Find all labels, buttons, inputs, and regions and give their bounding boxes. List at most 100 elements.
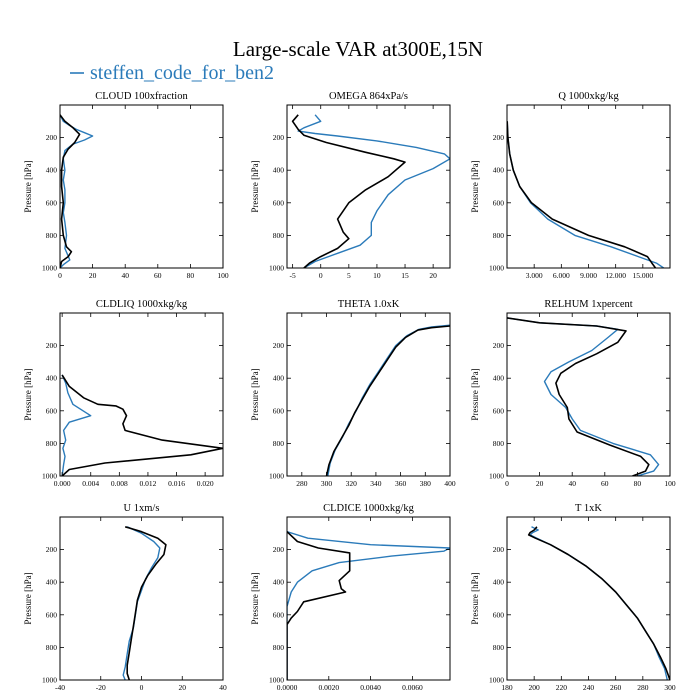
x-tick-label: 400 bbox=[444, 479, 456, 488]
panel-0: CLOUD 100xfraction Pressure [hPa] 0 20 40 60 8… bbox=[23, 91, 229, 280]
plot-frame bbox=[506, 312, 671, 477]
x-tick-label: 6.000 bbox=[553, 271, 570, 280]
x-tick-label: 0 bbox=[319, 271, 323, 280]
y-axis-label: Pressure [hPa] bbox=[250, 368, 260, 420]
series-line-1 bbox=[61, 374, 223, 476]
y-tick-label: 1000 bbox=[269, 264, 284, 273]
x-tick-label: 0 bbox=[58, 271, 62, 280]
x-tick-label: 40 bbox=[219, 683, 227, 692]
plot-frame bbox=[59, 516, 224, 681]
panel-title: RELHUM 1xpercent bbox=[544, 299, 632, 310]
y-tick-label: 800 bbox=[493, 643, 505, 652]
plot-frame bbox=[59, 312, 224, 477]
series-line-0 bbox=[297, 114, 450, 268]
panel-title: U 1xm/s bbox=[124, 503, 160, 514]
x-tick-label: 180 bbox=[501, 683, 513, 692]
legend: steffen_code_for_ben2 bbox=[70, 62, 274, 84]
y-tick-label: 400 bbox=[273, 166, 285, 175]
y-tick-label: 800 bbox=[493, 231, 505, 240]
plot-frame bbox=[286, 516, 451, 681]
x-tick-label: 80 bbox=[187, 271, 195, 280]
x-tick-label: 20 bbox=[89, 271, 97, 280]
panel-6: U 1xm/s Pressure [hPa] -40 -20 0 20 40 200 400 60… bbox=[23, 503, 227, 692]
x-tick-label: 0.016 bbox=[168, 479, 185, 488]
x-tick-label: 100 bbox=[664, 479, 676, 488]
x-tick-label: 9.000 bbox=[580, 271, 597, 280]
y-tick-label: 400 bbox=[46, 166, 58, 175]
y-tick-label: 600 bbox=[273, 406, 285, 415]
y-tick-label: 600 bbox=[493, 198, 505, 207]
y-tick-label: 200 bbox=[493, 341, 505, 350]
series-line-0 bbox=[60, 114, 94, 268]
x-tick-label: 12.000 bbox=[605, 271, 626, 280]
series-line-1 bbox=[124, 526, 167, 680]
y-tick-label: 800 bbox=[273, 231, 285, 240]
y-tick-label: 400 bbox=[493, 578, 505, 587]
x-tick-label: 0.008 bbox=[111, 479, 128, 488]
x-tick-label: 280 bbox=[637, 683, 649, 692]
y-tick-label: 600 bbox=[46, 406, 58, 415]
y-tick-label: 400 bbox=[273, 578, 285, 587]
x-tick-label: -40 bbox=[55, 683, 65, 692]
y-tick-label: 400 bbox=[493, 166, 505, 175]
y-tick-label: 800 bbox=[46, 231, 58, 240]
y-tick-label: 800 bbox=[273, 439, 285, 448]
y-tick-label: 1000 bbox=[489, 264, 504, 273]
x-tick-label: 20 bbox=[429, 271, 437, 280]
y-tick-label: 800 bbox=[273, 643, 285, 652]
series-line-0 bbox=[327, 324, 450, 476]
plot-frame bbox=[286, 312, 451, 477]
y-axis-label: Pressure [hPa] bbox=[250, 160, 260, 212]
y-tick-label: 800 bbox=[46, 439, 58, 448]
y-tick-label: 600 bbox=[273, 198, 285, 207]
x-tick-label: 0.012 bbox=[139, 479, 156, 488]
series-line-0 bbox=[61, 374, 92, 476]
x-tick-label: 380 bbox=[420, 479, 432, 488]
panel-title: T 1xK bbox=[575, 503, 602, 514]
x-tick-label: 0.020 bbox=[197, 479, 214, 488]
x-tick-label: 3.000 bbox=[526, 271, 543, 280]
y-axis-label: Pressure [hPa] bbox=[250, 572, 260, 624]
y-tick-label: 600 bbox=[493, 610, 505, 619]
x-tick-label: 0.004 bbox=[82, 479, 99, 488]
x-tick-label: 340 bbox=[370, 479, 382, 488]
plot-frame bbox=[506, 104, 671, 269]
x-tick-label: 5 bbox=[347, 271, 351, 280]
x-tick-label: 280 bbox=[296, 479, 308, 488]
x-tick-label: -20 bbox=[96, 683, 106, 692]
panel-4: THETA 1.0xK Pressure [hPa] 280 300 320 340 360… bbox=[250, 299, 456, 488]
panel-2: Q 1000xkg/kg Pressure [hPa] 3.000 6.000 9.00… bbox=[470, 91, 671, 280]
y-tick-label: 200 bbox=[273, 545, 285, 554]
x-tick-label: 0.0020 bbox=[318, 683, 339, 692]
figure-title: Large-scale VAR at300E,15N bbox=[233, 37, 483, 61]
x-tick-label: 360 bbox=[395, 479, 407, 488]
panel-title: CLOUD 100xfraction bbox=[95, 91, 188, 102]
y-tick-label: 400 bbox=[273, 374, 285, 383]
y-tick-label: 200 bbox=[273, 341, 285, 350]
panel-3: CLDLIQ 1000xkg/kg Pressure [hPa] 0.000 0.00… bbox=[23, 299, 224, 488]
y-tick-label: 200 bbox=[273, 133, 285, 142]
y-tick-label: 400 bbox=[46, 374, 58, 383]
x-tick-label: 0.000 bbox=[54, 479, 71, 488]
x-tick-label: 0.0000 bbox=[277, 683, 298, 692]
y-tick-label: 1000 bbox=[42, 676, 57, 685]
series-line-1 bbox=[507, 317, 650, 476]
x-tick-label: 15.000 bbox=[633, 271, 654, 280]
series-line-0 bbox=[529, 526, 668, 680]
y-tick-label: 400 bbox=[46, 578, 58, 587]
y-tick-label: 800 bbox=[46, 643, 58, 652]
y-tick-label: 200 bbox=[46, 133, 58, 142]
y-axis-label: Pressure [hPa] bbox=[23, 160, 33, 212]
y-tick-label: 200 bbox=[493, 545, 505, 554]
x-tick-label: 300 bbox=[321, 479, 333, 488]
x-tick-label: 15 bbox=[401, 271, 409, 280]
legend-label: steffen_code_for_ben2 bbox=[90, 62, 274, 84]
x-tick-label: 10 bbox=[373, 271, 381, 280]
y-tick-label: 200 bbox=[46, 545, 58, 554]
y-tick-label: 600 bbox=[46, 610, 58, 619]
series-line-0 bbox=[507, 121, 665, 268]
y-axis-label: Pressure [hPa] bbox=[23, 572, 33, 624]
x-tick-label: 40 bbox=[121, 271, 129, 280]
panel-title: Q 1000xkg/kg bbox=[558, 91, 619, 102]
series-line-0 bbox=[507, 317, 660, 476]
